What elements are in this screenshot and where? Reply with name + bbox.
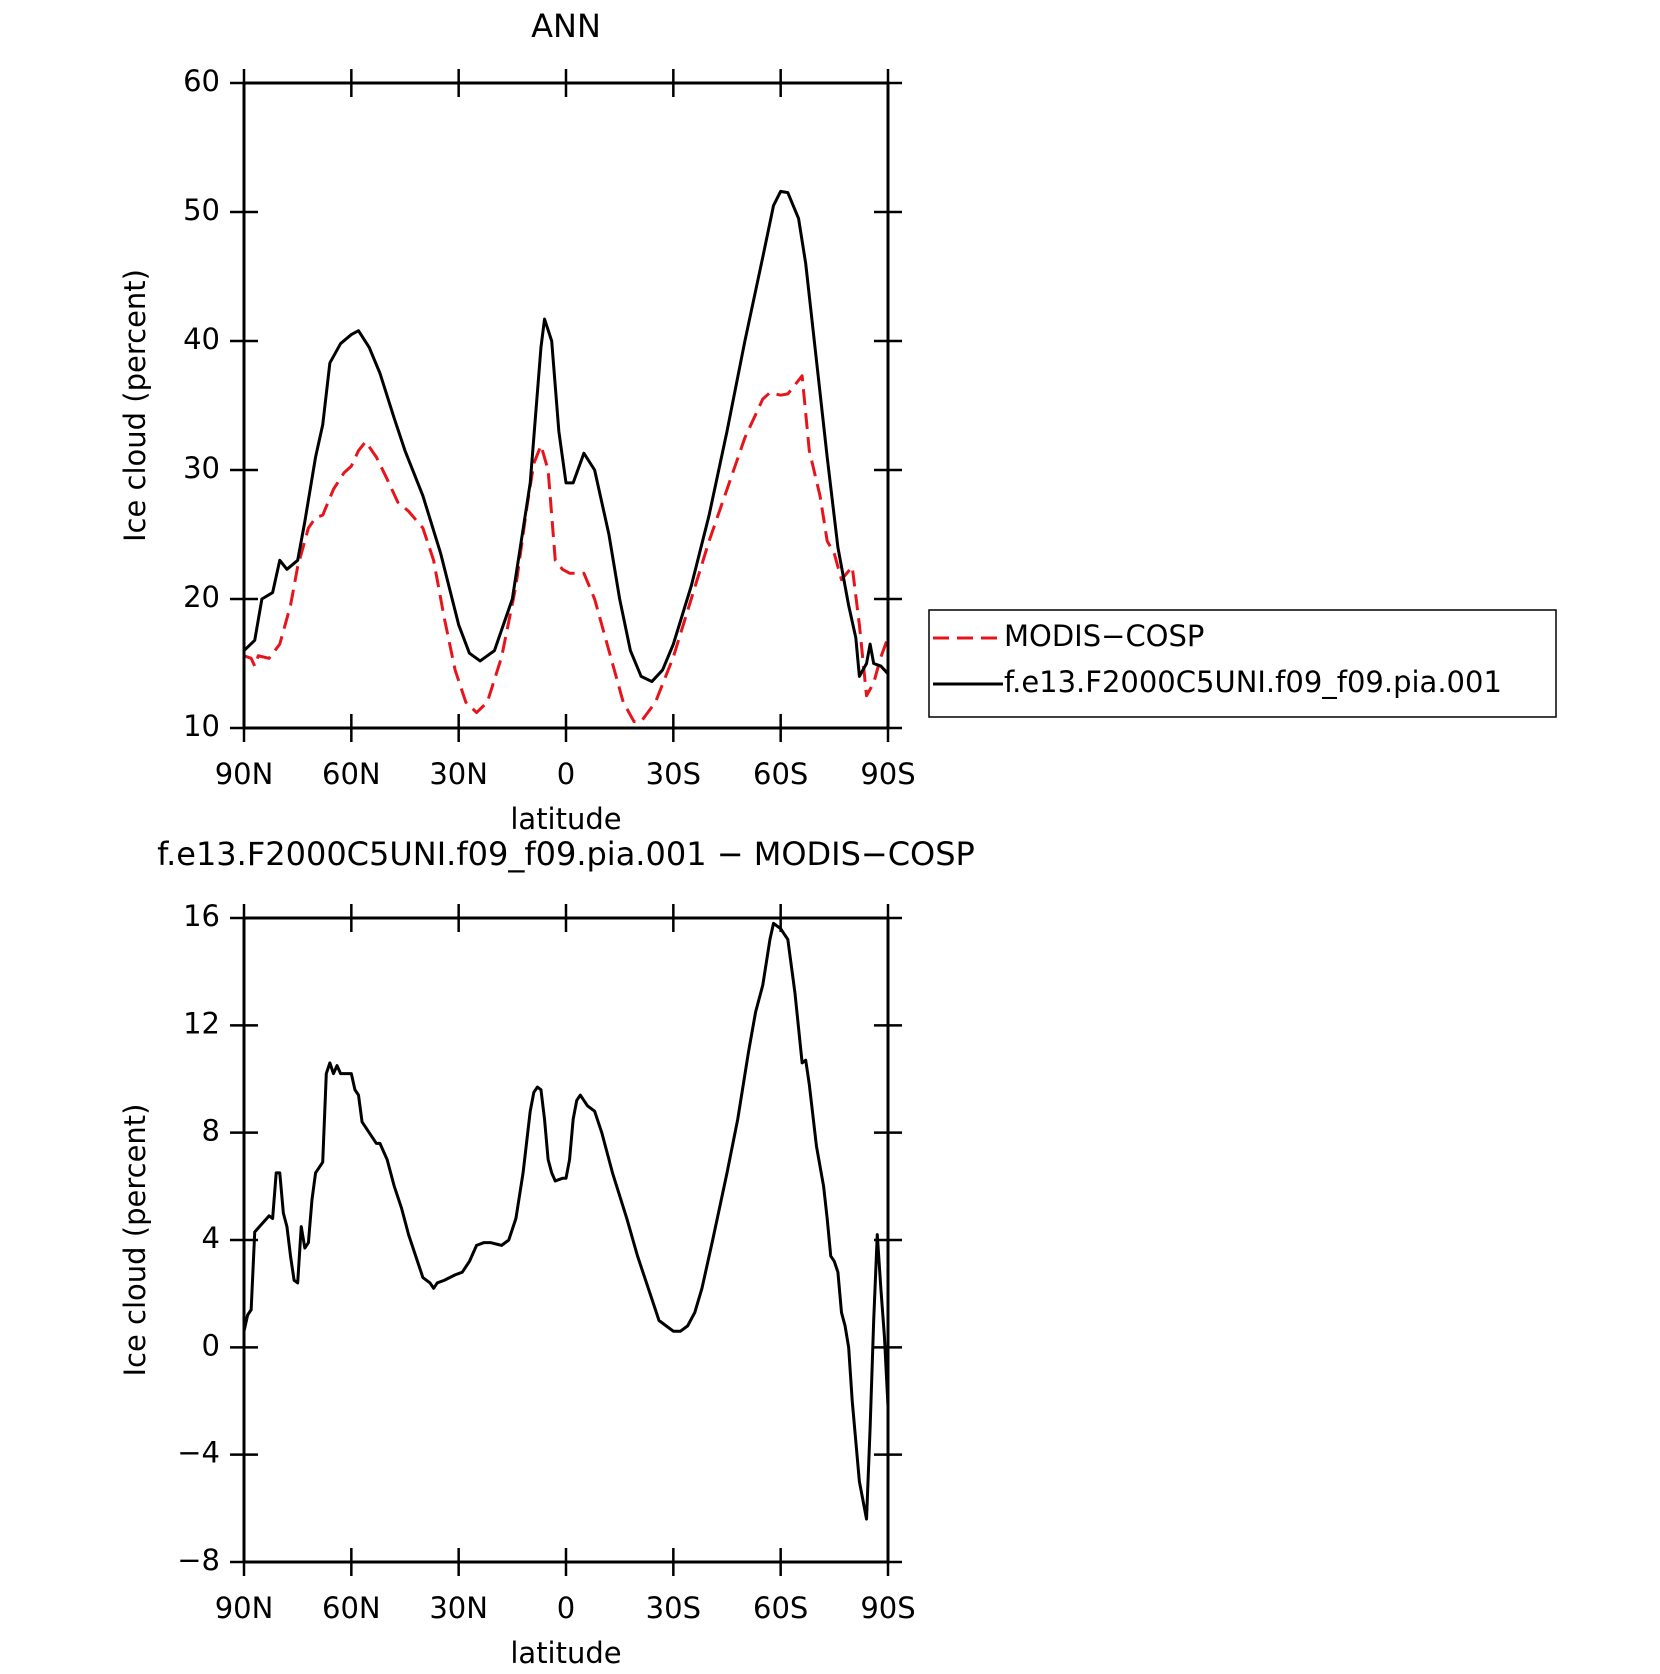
y-tick-label: 50 <box>183 193 220 227</box>
y-tick-label: −4 <box>177 1436 220 1470</box>
plot-frame <box>242 916 890 1564</box>
chart-title: f.e13.F2000C5UNI.f09_f09.pia.001 − MODIS… <box>157 835 975 873</box>
x-tick-label: 30S <box>646 757 701 791</box>
x-tick-label: 30N <box>429 757 488 791</box>
x-tick-label: 30N <box>429 1591 488 1625</box>
y-tick-label: 40 <box>183 322 220 356</box>
y-axis-label: Ice cloud (percent) <box>118 1103 152 1376</box>
data-line <box>242 921 890 1521</box>
y-tick-label: 30 <box>183 451 220 485</box>
x-tick-label: 60N <box>322 757 381 791</box>
legend-label: MODIS−COSP <box>1004 619 1204 653</box>
y-tick-label: 20 <box>183 580 220 614</box>
x-tick-label: 60S <box>753 1591 808 1625</box>
y-tick-label: 12 <box>183 1006 220 1040</box>
x-tick-label: 60S <box>753 757 808 791</box>
y-tick-label: 60 <box>183 64 220 98</box>
x-tick-label: 0 <box>557 757 575 791</box>
y-tick-label: 4 <box>202 1221 220 1255</box>
legend-box <box>928 609 1557 718</box>
x-tick-label: 0 <box>557 1591 575 1625</box>
x-tick-label: 90N <box>215 1591 274 1625</box>
y-tick-label: 10 <box>183 709 220 743</box>
y-tick-label: −8 <box>177 1543 220 1577</box>
legend-label: f.e13.F2000C5UNI.f09_f09.pia.001 <box>1004 665 1502 699</box>
y-tick-label: 8 <box>202 1114 220 1148</box>
y-tick-label: 0 <box>202 1328 220 1362</box>
data-line <box>242 189 890 684</box>
y-axis-label: Ice cloud (percent) <box>118 269 152 542</box>
chart-title: ANN <box>531 7 601 45</box>
x-axis-label: latitude <box>510 802 621 836</box>
y-tick-label: 16 <box>183 899 220 933</box>
x-tick-label: 60N <box>322 1591 381 1625</box>
x-axis-label: latitude <box>510 1636 621 1670</box>
x-tick-label: 90S <box>860 757 915 791</box>
x-tick-label: 90S <box>860 1591 915 1625</box>
x-tick-label: 30S <box>646 1591 701 1625</box>
data-line <box>243 374 890 724</box>
x-tick-label: 90N <box>215 757 274 791</box>
plot-frame <box>242 81 890 730</box>
